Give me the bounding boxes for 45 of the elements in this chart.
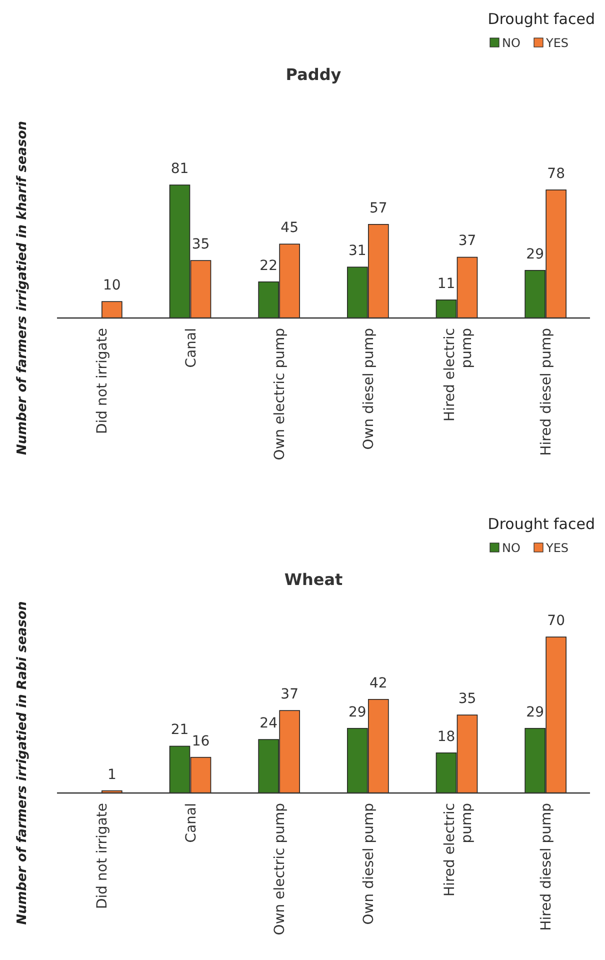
y-axis-title: Number of farmers irrigatied in kharif season [15,120,30,456]
data-label: 29 [526,704,544,720]
x-tick-label: Did not irrigate [94,328,110,434]
data-label: 10 [103,278,121,294]
data-label: 29 [348,704,366,720]
data-label: 35 [192,236,210,253]
legend-label: NO [502,36,520,50]
data-label: 16 [192,733,210,750]
x-tick-label: Canal [183,803,200,843]
legend-title: Drought faced [488,10,595,28]
chart-title: Paddy [286,65,342,84]
y-axis-title: Number of farmers irrigatied in Rabi season [15,601,30,925]
chart-title: Wheat [284,570,344,589]
data-label: 21 [170,722,189,738]
x-tick-label: Own diesel pump [360,328,377,450]
x-tick-label: Hired diesel pump [538,328,555,456]
x-tick-label: Hired diesel pump [538,802,555,931]
data-label: 42 [370,675,388,692]
data-label: 45 [280,220,298,236]
data-label: 31 [348,243,366,260]
data-label: 29 [526,246,544,262]
data-label: 11 [437,276,456,292]
legend-label: NO [502,541,520,555]
data-label: 70 [547,613,565,629]
x-tick-label: Hired electric pump [442,802,475,896]
data-label: 78 [547,166,565,182]
data-label: 1 [107,766,116,783]
legend-title: Drought faced [488,515,595,533]
data-label: 35 [458,691,476,707]
bar [102,301,122,318]
data-label: 22 [260,258,278,274]
data-label: 37 [280,686,298,703]
legend-label: YES [545,36,569,50]
legend-label: YES [545,541,569,555]
x-tick-label: Own electric pump [272,328,288,460]
x-tick-label: Canal [183,328,200,368]
x-tick-label: Hired electric pump [442,328,475,422]
x-tick-label: Own diesel pump [360,802,377,925]
data-label: 18 [437,728,456,745]
data-label: 37 [458,233,476,250]
x-tick-label: Did not irrigate [94,803,110,909]
data-label: 81 [170,161,189,177]
x-tick-label: Own electric pump [272,802,288,936]
data-label: 24 [260,716,278,732]
data-label: 57 [370,200,388,216]
